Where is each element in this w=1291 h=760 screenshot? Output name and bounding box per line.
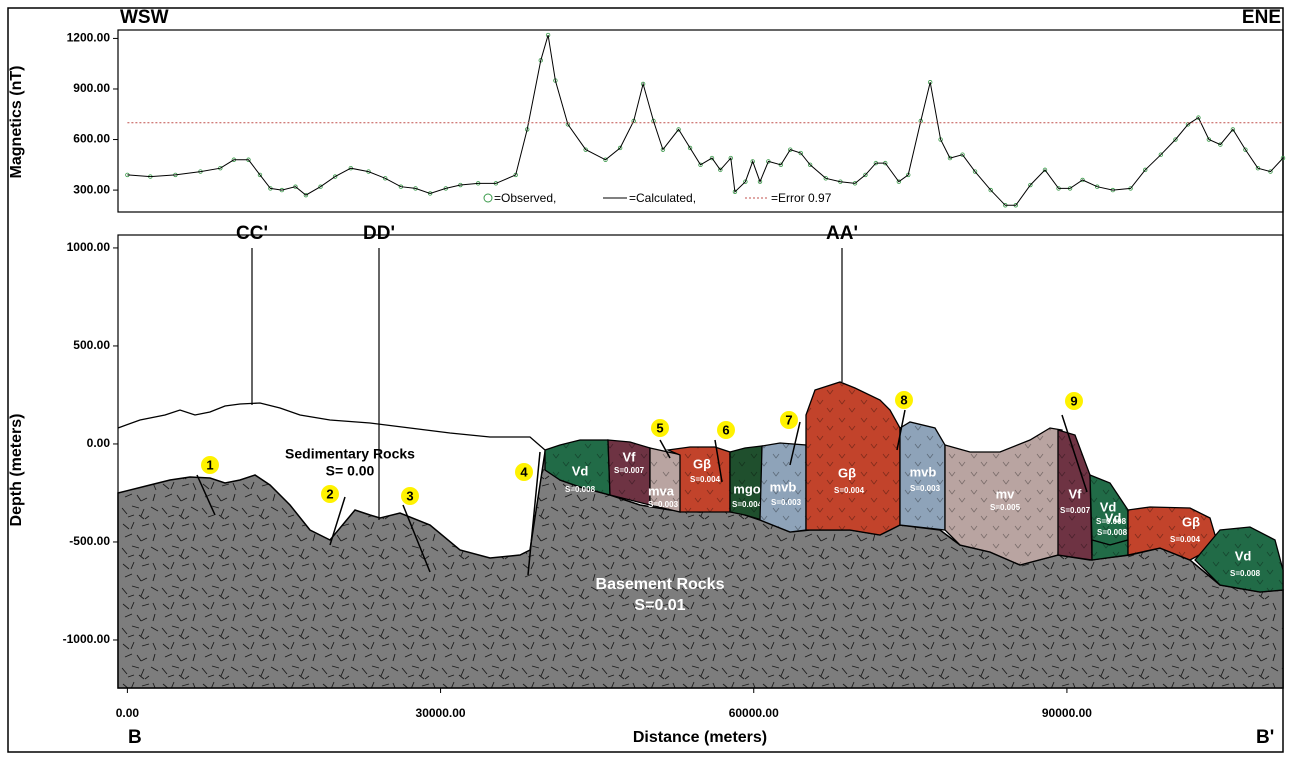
fault-label: 6 <box>722 422 729 437</box>
x-axis-label: Distance (meters) <box>633 729 767 746</box>
y-tick-label: 600.00 <box>73 132 110 146</box>
rock-texture <box>806 382 900 535</box>
body-susceptibility: S=0.008 <box>1230 569 1261 578</box>
profile-label: AA' <box>826 223 858 244</box>
body-susceptibility: S=0.004 <box>834 486 865 495</box>
body-label: mvb <box>770 479 797 494</box>
y-tick-label: 300.00 <box>73 182 110 196</box>
y-axis-label: Depth (meters) <box>8 414 25 527</box>
x-tick-label: 0.00 <box>116 706 140 720</box>
body-label: mva <box>648 483 675 498</box>
body-susceptibility: S=0.004 <box>1170 535 1201 544</box>
body-susceptibility: S=0.005 <box>990 503 1021 512</box>
body-susceptibility: S=0.004 <box>690 475 721 484</box>
body-susceptibility: S=0.008 <box>1097 528 1128 537</box>
unit-susceptibility: S= 0.00 <box>326 463 375 479</box>
legend-marker <box>484 194 492 202</box>
profile-label: DD' <box>363 223 395 244</box>
x-tick-label: 60000.00 <box>729 706 779 720</box>
unit-label: Sedimentary Rocks <box>285 446 415 462</box>
unit-susceptibility: S=0.01 <box>634 597 685 614</box>
direction-label: ENE <box>1242 7 1281 28</box>
unit-label: Basement Rocks <box>596 576 725 593</box>
legend-label: =Error 0.97 <box>771 191 832 205</box>
fault-label: 1 <box>206 457 213 472</box>
direction-label: WSW <box>120 7 169 28</box>
body-susceptibility: S=0.003 <box>771 498 802 507</box>
body-susceptibility: S=0.003 <box>648 500 679 509</box>
body-susceptibility: S=0.007 <box>1060 506 1091 515</box>
legend-label: =Calculated, <box>629 191 696 205</box>
body-label: Gβ <box>693 456 711 471</box>
fault-label: 3 <box>406 488 413 503</box>
body-label: Vd <box>1235 548 1252 563</box>
body-label: Gβ <box>1182 514 1200 529</box>
body-label: Vf <box>623 449 637 464</box>
fault-label: 4 <box>520 464 528 479</box>
profile-start: B <box>128 727 142 748</box>
body-label: mgo <box>733 481 761 496</box>
y-tick-label: 1200.00 <box>67 31 111 45</box>
legend-label: =Observed, <box>494 191 556 205</box>
y-tick-label: -1000.00 <box>63 632 111 646</box>
y-tick-label: 500.00 <box>73 338 110 352</box>
body-susceptibility: S=0.004 <box>732 500 763 509</box>
cross-section: VdS=0.008VfS=0.007mvaS=0.003GβS=0.004mgo… <box>118 223 1283 688</box>
top-frame <box>118 30 1283 212</box>
body-susceptibility: S=0.003 <box>910 484 941 493</box>
body-label: Vd <box>572 463 589 478</box>
fault-label: 2 <box>326 486 333 501</box>
body-label: Vd <box>1105 510 1122 525</box>
figure: WSW ENE Magnetics (nT) Depth (meters) Di… <box>0 0 1291 760</box>
body-susceptibility: S=0.008 <box>565 485 596 494</box>
profile-end: B' <box>1256 727 1274 748</box>
fault-label: 9 <box>1070 393 1077 408</box>
y-axis-label: Magnetics (nT) <box>8 66 25 179</box>
surface <box>118 403 545 450</box>
fault-label: 8 <box>900 392 907 407</box>
y-tick-label: 0.00 <box>87 436 111 450</box>
fault-label: 5 <box>656 420 663 435</box>
body-label: mvb <box>910 464 937 479</box>
profile-label: CC' <box>236 223 268 244</box>
fault-label: 7 <box>785 412 792 427</box>
y-tick-label: 1000.00 <box>67 240 111 254</box>
x-tick-label: 30000.00 <box>416 706 466 720</box>
x-tick-label: 90000.00 <box>1042 706 1092 720</box>
y-tick-label: -500.00 <box>69 534 110 548</box>
body-label: Vf <box>1069 486 1083 501</box>
y-tick-label: 900.00 <box>73 81 110 95</box>
body-label: mv <box>996 486 1016 501</box>
body-susceptibility: S=0.007 <box>614 466 645 475</box>
series-line <box>127 35 1283 205</box>
body-label: Gβ <box>838 465 856 480</box>
